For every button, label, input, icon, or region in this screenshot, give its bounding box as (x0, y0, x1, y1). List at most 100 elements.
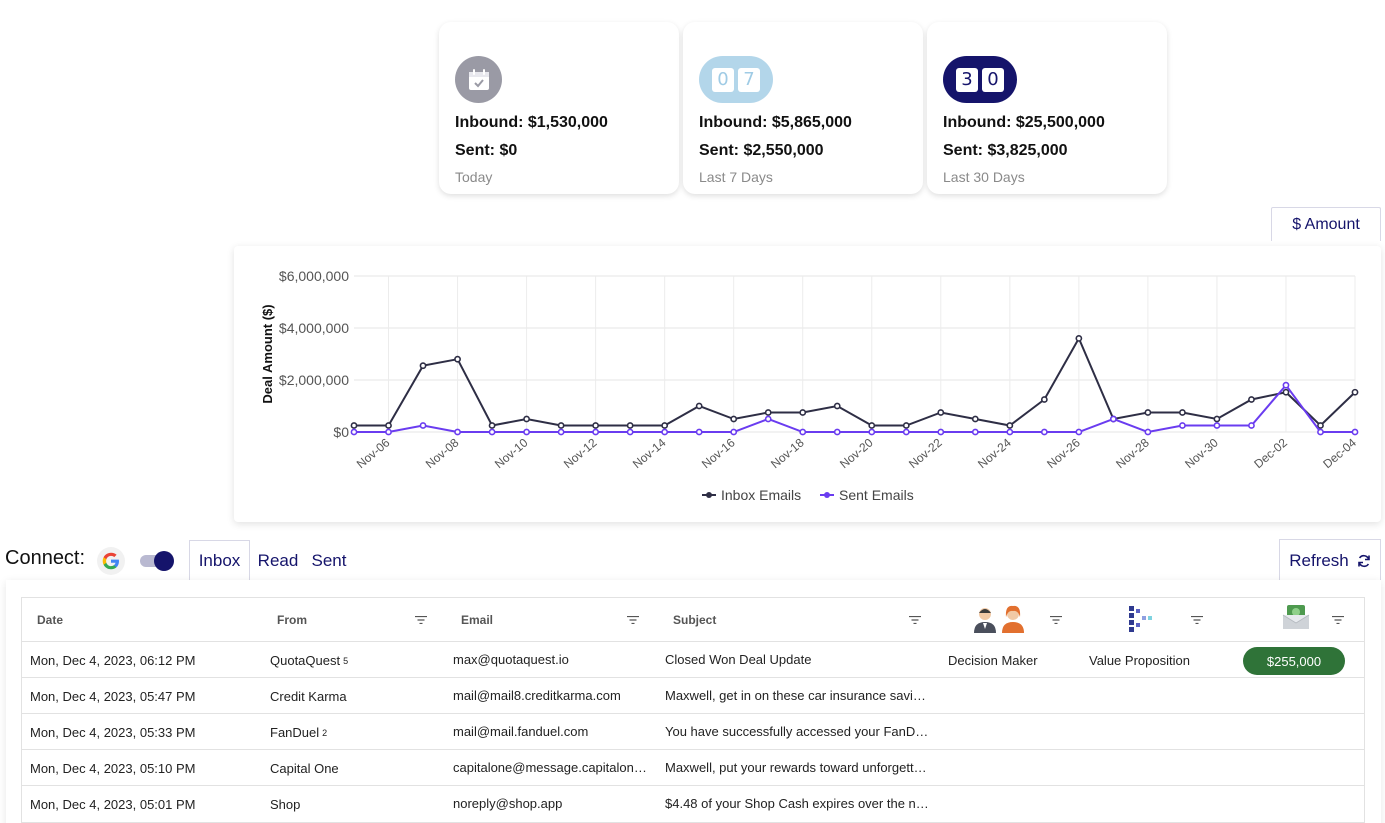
legend-marker (706, 492, 712, 498)
header-date[interactable]: Date (37, 613, 64, 627)
cell-email: noreply@shop.app (453, 786, 649, 822)
legend-label: Inbox Emails (721, 487, 801, 503)
data-point (557, 428, 565, 436)
data-point (1317, 422, 1324, 429)
filter-icon[interactable] (627, 616, 639, 624)
sender-email: noreply@shop.app (453, 796, 563, 811)
connect-toggle[interactable] (138, 551, 174, 571)
data-point (1179, 422, 1186, 429)
cell-role: Decision Maker (948, 652, 1038, 668)
header-email[interactable]: Email (461, 613, 494, 627)
sender-name: Shop (270, 796, 301, 812)
x-tick-label: Nov-26 (1044, 435, 1083, 471)
subject-text: Maxwell, get in on these car insurance s… (665, 688, 931, 703)
data-point (971, 415, 979, 423)
data-point (385, 422, 392, 429)
sender-email: capitalone@message.capitalone.com (453, 760, 649, 775)
cell-subject: $4.48 of your Shop Cash expires over the… (665, 786, 935, 822)
email-table: Date From Email Subject (21, 597, 1365, 823)
y-axis-title: Deal Amount ($) (260, 304, 275, 403)
google-icon[interactable] (96, 546, 126, 576)
cell-date: Mon, Dec 4, 2023, 06:12 PM (30, 652, 196, 668)
x-tick-label: Dec-02 (1251, 435, 1290, 471)
data-point (730, 428, 738, 436)
flow-icon (1129, 606, 1152, 632)
filter-icon[interactable] (1191, 616, 1203, 624)
toggle-knob (154, 551, 174, 571)
deal-amount-chart: $0 $2,000,000 $4,000,000 $6,000,000 Nov-06 No… (234, 246, 1381, 522)
table-row[interactable]: Mon, Dec 4, 2023, 05:47 PM Credit Karma ma… (22, 678, 1364, 714)
x-tick-label: Nov-22 (906, 435, 945, 471)
data-point (1248, 422, 1255, 429)
data-point (695, 402, 703, 410)
sent-amount: Sent: $3,825,000 (943, 142, 1068, 159)
data-point (1213, 415, 1221, 423)
filter-icon[interactable] (1050, 616, 1062, 624)
inbound-amount: Inbound: $25,500,000 (943, 114, 1105, 131)
y-tick-label: $6,000,000 (279, 268, 349, 284)
x-tick-label: Nov-18 (768, 435, 807, 471)
tab-inbox[interactable]: Inbox (189, 540, 250, 581)
summary-card-30-days: 3 0 Inbound: $25,500,000 Sent: $3,825,00… (927, 22, 1167, 194)
legend-marker (824, 492, 830, 498)
tab-read[interactable]: Read (257, 550, 299, 570)
data-point (661, 428, 669, 436)
table-row[interactable]: Mon, Dec 4, 2023, 05:01 PM Shop noreply@sh… (22, 786, 1364, 822)
sender-name: QuotaQuest (270, 652, 341, 668)
cell-from: Credit Karma (270, 678, 450, 714)
period-label: Last 7 Days (699, 169, 773, 185)
data-point (799, 428, 807, 436)
data-point (419, 422, 427, 429)
x-tick-label: Nov-14 (630, 435, 669, 471)
legend-label: Sent Emails (839, 487, 914, 503)
period-label: Last 30 Days (943, 169, 1025, 185)
data-point (419, 362, 427, 370)
data-point (1006, 422, 1014, 429)
connect-label: Connect: (5, 547, 86, 569)
sender-email: max@quotaquest.io (453, 652, 569, 667)
subject-text: $4.48 of your Shop Cash expires over the… (665, 796, 931, 811)
summary-card-7-days: 0 7 Inbound: $5,865,000 Sent: $2,550,000… (683, 22, 923, 194)
table-row[interactable]: Mon, Dec 4, 2023, 05:33 PM FanDuel 2 mail@m… (22, 714, 1364, 750)
data-point (592, 422, 600, 429)
data-point (488, 428, 496, 436)
header-from[interactable]: From (277, 613, 307, 627)
amount-toggle-button[interactable]: $ Amount (1271, 207, 1381, 241)
sender-email: mail@mail8.creditkarma.com (453, 688, 621, 703)
x-tick-label: Nov-06 (354, 435, 393, 471)
filter-icon[interactable] (909, 616, 921, 624)
table-row[interactable]: Mon, Dec 4, 2023, 06:12 PM QuotaQuest 5 max… (22, 642, 1364, 678)
data-point (350, 428, 358, 436)
subject-text: You have successfully accessed your FanD… (665, 724, 931, 739)
y-tick-label: $0 (333, 424, 349, 440)
badge-digit: 0 (712, 67, 734, 92)
header-subject[interactable]: Subject (673, 613, 717, 627)
inbound-amount: Inbound: $1,530,000 (455, 114, 608, 131)
cell-subject: Closed Won Deal Update (665, 642, 935, 678)
badge-digit: 3 (956, 67, 978, 92)
series-line-inbox (354, 336, 1356, 427)
tab-sent[interactable]: Sent (311, 550, 347, 570)
data-point (350, 422, 358, 429)
cell-from: QuotaQuest 5 (270, 642, 450, 678)
data-point (1213, 422, 1221, 429)
deal-amount-pill[interactable]: $255,000 (1243, 647, 1345, 675)
y-tick-label: $2,000,000 (279, 372, 349, 388)
cell-from: Capital One (270, 750, 450, 786)
filter-icon[interactable] (415, 616, 427, 624)
data-point (1351, 428, 1359, 436)
table-row[interactable]: Mon, Dec 4, 2023, 05:10 PM Capital One cap… (22, 750, 1364, 786)
email-table-panel: Date From Email Subject (6, 580, 1381, 823)
refresh-button[interactable]: Refresh (1279, 539, 1381, 581)
table-body: Mon, Dec 4, 2023, 06:12 PM QuotaQuest 5 max… (22, 642, 1364, 822)
cell-date: Mon, Dec 4, 2023, 05:10 PM (30, 760, 196, 776)
x-tick-label: Nov-20 (837, 435, 876, 471)
cell-subject: You have successfully accessed your FanD… (665, 714, 935, 750)
data-point (1040, 396, 1048, 403)
data-point (937, 428, 945, 436)
sender-email: mail@mail.fanduel.com (453, 724, 589, 739)
cell-email: max@quotaquest.io (453, 642, 649, 678)
filter-icon[interactable] (1332, 616, 1344, 624)
data-point (1317, 428, 1324, 436)
data-point (868, 422, 876, 429)
